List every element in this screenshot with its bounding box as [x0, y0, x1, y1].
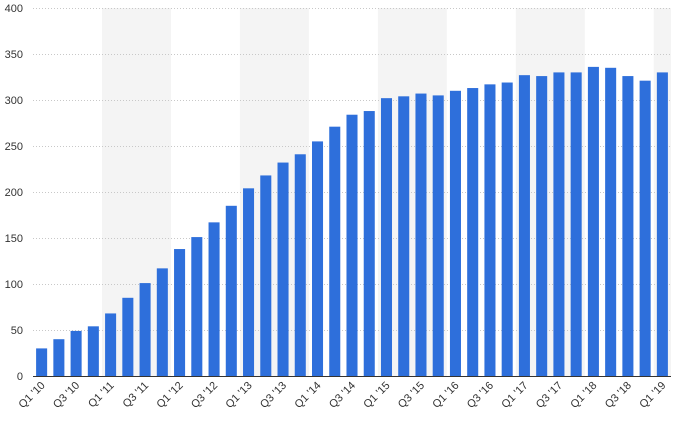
y-tick-label: 250 [5, 141, 23, 153]
y-tick-label: 400 [5, 3, 23, 15]
bar-q1-17 [518, 75, 530, 376]
y-tick-label: 200 [5, 187, 23, 199]
x-tick-label: Q1 '14 [292, 380, 323, 411]
y-tick-label: 300 [5, 95, 23, 107]
bar-q4-12 [225, 205, 237, 376]
y-tick-label: 0 [17, 371, 23, 383]
bar-q4-10 [87, 326, 99, 376]
bar-q4-16 [501, 82, 513, 377]
x-tick-label: Q1 '12 [155, 380, 186, 411]
bars [36, 66, 668, 377]
bar-q1-12 [174, 249, 186, 376]
x-tick-label: Q3 '14 [327, 380, 358, 411]
x-tick-label: Q3 '18 [603, 380, 634, 411]
bar-q3-12 [208, 222, 220, 376]
bar-q3-10 [70, 330, 82, 376]
x-tick-label: Q3 '10 [51, 380, 82, 411]
x-tick-label: Q1 '11 [86, 380, 117, 411]
x-tick-label: Q3 '15 [396, 380, 427, 411]
bar-q2-16 [467, 88, 479, 376]
x-tick-label: Q1 '13 [223, 380, 254, 411]
bar-q3-13 [277, 162, 289, 376]
bar-q4-18 [639, 80, 651, 377]
bar-q3-16 [484, 84, 496, 377]
bar-q2-14 [329, 126, 341, 377]
y-tick-label: 100 [5, 279, 23, 291]
x-tick-label: Q1 '17 [499, 380, 530, 411]
bar-q3-11 [139, 283, 151, 376]
bar-q4-13 [294, 154, 306, 376]
bar-q1-10 [36, 348, 48, 376]
bar-q2-15 [398, 96, 410, 376]
x-tick-label: Q1 '19 [637, 380, 668, 411]
bar-q2-10 [53, 339, 65, 376]
bar-q4-17 [570, 72, 582, 377]
x-tick-label: Q1 '18 [568, 380, 599, 411]
x-tick-label: Q3 '11 [121, 380, 152, 411]
bar-q3-14 [346, 114, 358, 376]
x-tick-label: Q1 '16 [430, 380, 461, 411]
bar-q1-14 [312, 141, 324, 376]
bar-q3-15 [415, 93, 427, 376]
bar-q1-19 [656, 72, 668, 377]
bar-q1-11 [105, 313, 117, 376]
bar-q2-17 [536, 76, 548, 376]
bar-q2-18 [605, 67, 617, 377]
bar-q3-17 [553, 72, 565, 377]
x-tick-label: Q3 '16 [465, 380, 496, 411]
y-axis-ticks: 0 50 100 150 200 250 300 350 400 [5, 3, 23, 383]
bar-q1-18 [587, 66, 599, 376]
y-tick-label: 150 [5, 233, 23, 245]
bar-q3-18 [622, 76, 634, 376]
bar-q2-11 [122, 297, 134, 376]
x-axis-ticks: Q1 '10 Q3 '10 Q1 '11 Q3 '11 Q1 '12 Q3 '12 Q1 '… [17, 380, 669, 411]
bar-q2-13 [260, 175, 272, 376]
y-tick-label: 350 [5, 49, 23, 61]
bar-q1-15 [380, 98, 393, 376]
x-tick-label: Q1 '15 [361, 380, 392, 411]
bar-q4-11 [156, 268, 168, 376]
y-tick-label: 50 [11, 325, 23, 337]
bar-q1-13 [243, 188, 255, 376]
bar-q4-14 [363, 111, 375, 376]
x-tick-label: Q3 '17 [534, 380, 565, 411]
x-tick-label: Q3 '12 [189, 380, 220, 411]
x-tick-label: Q1 '10 [17, 380, 48, 411]
bar-q2-12 [191, 237, 203, 376]
bar-q1-16 [449, 90, 461, 377]
bar-q4-15 [432, 95, 444, 377]
x-tick-label: Q3 '13 [258, 380, 289, 411]
